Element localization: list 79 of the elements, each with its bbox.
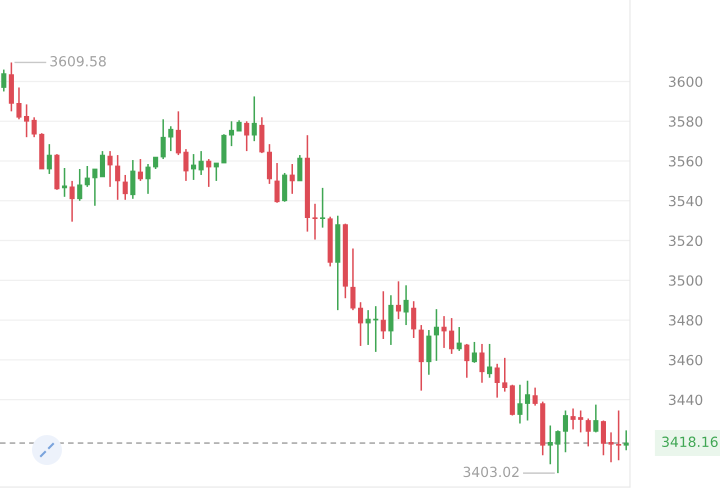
candlestick — [380, 290, 386, 340]
candlestick — [548, 424, 553, 465]
candlestick — [228, 120, 234, 147]
candlestick — [578, 410, 584, 434]
candlestick — [252, 96, 257, 142]
candlestick — [92, 168, 98, 207]
candlestick — [502, 357, 508, 392]
candlestick — [624, 430, 629, 452]
annotation: 3403.02 — [464, 466, 519, 478]
candlestick — [358, 301, 364, 347]
annotation: 3609.58 — [50, 56, 106, 66]
candlestick — [214, 162, 219, 182]
y-tick-label: 3540 — [668, 196, 702, 206]
y-tick-label: 3440 — [668, 394, 702, 406]
candlestick — [138, 158, 143, 182]
candlestick — [479, 343, 485, 384]
candlestick — [100, 150, 106, 178]
y-tick-label: 3500 — [668, 275, 702, 286]
candlestick — [532, 386, 538, 406]
candlestick — [206, 158, 212, 188]
candlestick — [555, 430, 560, 474]
y-tick-label: 3580 — [668, 116, 702, 127]
candlestick — [274, 162, 280, 204]
candlestick — [404, 284, 409, 326]
candlestick — [600, 420, 606, 456]
candlestick — [198, 150, 204, 176]
candlestick — [456, 326, 462, 352]
candlestick — [191, 153, 196, 181]
y-tick-label: 3460 — [668, 354, 702, 366]
candlestick — [312, 203, 318, 240]
candlestick — [396, 280, 402, 320]
candlestick — [608, 432, 614, 463]
candlestick — [434, 308, 439, 362]
candlestick — [487, 343, 492, 379]
candlestick — [145, 163, 151, 195]
candlestick — [24, 104, 30, 138]
candlestick — [160, 118, 166, 160]
candlestick — [366, 309, 371, 346]
candlestick — [168, 125, 174, 152]
ref-line-label: 3418.16 — [662, 436, 718, 448]
candlestick — [494, 363, 500, 398]
candlestick — [570, 408, 576, 430]
candlestick — [562, 410, 568, 454]
candlestick — [183, 148, 189, 182]
candlestick — [70, 180, 75, 222]
candlestick — [32, 116, 37, 138]
y-tick-label: 3600 — [668, 76, 702, 87]
candlestick — [524, 380, 530, 422]
candlestick — [593, 404, 598, 434]
candlestick — [130, 159, 136, 200]
candlestick — [441, 315, 447, 349]
candlestick — [449, 317, 454, 355]
candlestick — [1, 68, 6, 92]
candlestick — [62, 167, 68, 198]
candlestick — [616, 410, 622, 462]
candlestick — [46, 143, 52, 175]
y-tick-label: 3560 — [668, 156, 702, 167]
candlestick — [290, 163, 295, 195]
candlestick — [297, 154, 302, 182]
candlestick — [464, 343, 470, 379]
y-tick-label: 3520 — [668, 236, 702, 246]
candlestick — [517, 384, 522, 424]
candlestick — [176, 110, 181, 156]
candlestick — [115, 154, 120, 201]
candlestick — [153, 156, 158, 170]
candlestick — [411, 300, 416, 339]
candlestick — [236, 120, 242, 132]
candlestick — [586, 418, 591, 448]
y-tick-label: 3480 — [668, 315, 702, 326]
candlestick — [77, 168, 82, 202]
candlestick — [472, 341, 477, 364]
candlestick — [16, 86, 22, 120]
candlestick — [373, 305, 378, 353]
candlestick — [84, 165, 90, 188]
candlestick — [108, 150, 113, 188]
candlestick — [320, 187, 326, 228]
candlestick — [350, 248, 356, 311]
candlestick — [122, 174, 128, 201]
candlestick — [244, 120, 250, 152]
